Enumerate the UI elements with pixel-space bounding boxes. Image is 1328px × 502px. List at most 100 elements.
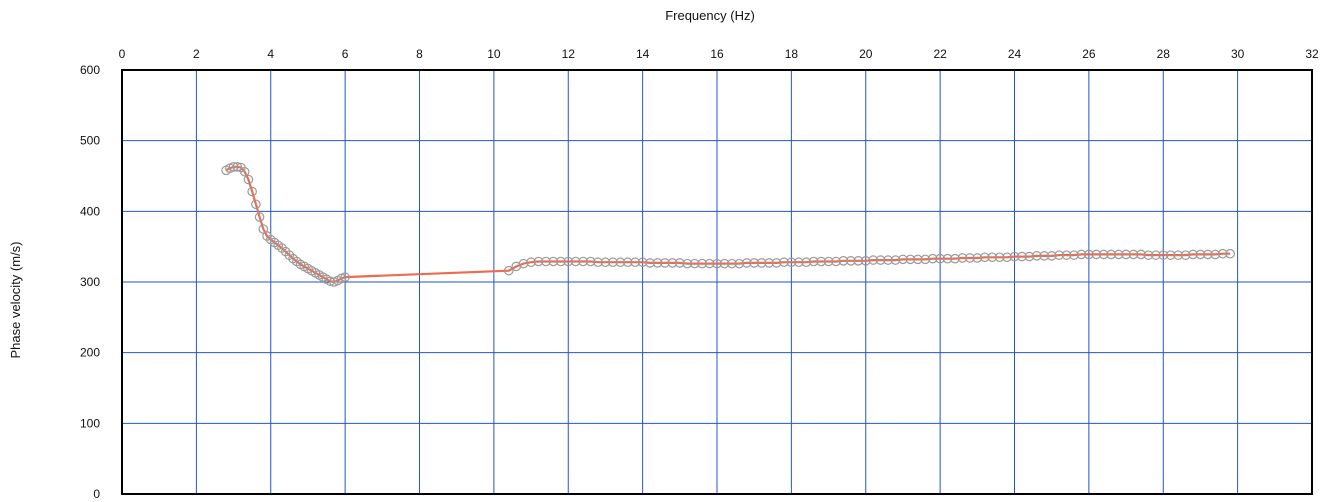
data-point [247, 186, 257, 197]
x-tick-label: 6 [342, 47, 349, 61]
data-point [913, 254, 923, 265]
y-tick-label: 0 [93, 487, 100, 501]
data-point [771, 258, 782, 268]
x-tick-labels: 0 2 4 6 8 10 12 14 16 18 20 22 24 26 28 30 32 [119, 47, 1319, 61]
data-point [1069, 250, 1079, 260]
data-point [645, 258, 655, 268]
y-tick-label: 400 [80, 204, 100, 218]
data-point [615, 257, 626, 268]
data-point [340, 272, 350, 282]
x-tick-label: 26 [1082, 47, 1096, 61]
x-tick-label: 20 [859, 47, 873, 61]
data-point [325, 276, 336, 287]
data-point [1121, 249, 1131, 260]
data-point [712, 258, 722, 269]
data-point [1046, 251, 1057, 261]
data-point [1017, 251, 1027, 262]
data-point [1136, 249, 1146, 260]
data-point [1009, 251, 1020, 262]
y-tick-label: 200 [80, 346, 100, 360]
y-tick-label: 600 [80, 63, 100, 77]
data-point [675, 258, 685, 268]
data-point [667, 258, 678, 268]
data-point [1128, 249, 1139, 260]
data-point [1076, 249, 1087, 260]
data-point [682, 258, 693, 269]
data-point [786, 257, 797, 268]
data-point [1143, 250, 1154, 260]
y-tick-label: 100 [80, 416, 100, 430]
data-point [1032, 251, 1042, 261]
data-point [533, 256, 544, 267]
x-tick-label: 22 [933, 47, 947, 61]
data-point [927, 253, 938, 264]
data-point [764, 258, 774, 268]
data-point [890, 255, 901, 265]
data-point [883, 255, 893, 265]
x-tick-label: 28 [1157, 47, 1171, 61]
x-tick-label: 4 [267, 47, 274, 61]
x-axis-label: Frequency (Hz) [665, 8, 755, 23]
x-tick-label: 12 [562, 47, 576, 61]
data-point [920, 254, 931, 265]
data-point [756, 258, 767, 268]
data-point [972, 253, 983, 263]
data-point [935, 253, 945, 264]
data-point [860, 255, 871, 266]
data-point [503, 265, 514, 276]
y-axis-label: Phase velocity (m/s) [8, 241, 23, 358]
data-point [1024, 251, 1035, 262]
y-tick-labels: 0 100 200 300 400 500 600 [80, 63, 100, 501]
data-point [1225, 248, 1235, 259]
y-tick-label: 500 [80, 134, 100, 148]
data-point [1210, 249, 1221, 260]
data-point [548, 256, 559, 267]
x-tick-label: 2 [193, 47, 200, 61]
x-tick-label: 16 [710, 47, 724, 61]
data-point [1039, 251, 1050, 261]
data-point [816, 256, 826, 267]
grid-lines [122, 70, 1312, 494]
data-point [593, 257, 603, 268]
x-tick-label: 10 [487, 47, 501, 61]
data-point [556, 256, 566, 267]
data-point [875, 255, 886, 265]
x-tick-label: 24 [1008, 47, 1022, 61]
data-point [1188, 249, 1198, 260]
data-point [1195, 249, 1206, 260]
data-point [1061, 250, 1072, 260]
data-point [823, 256, 834, 267]
data-point [853, 255, 864, 266]
x-tick-label: 18 [785, 47, 799, 61]
data-point [1180, 250, 1191, 260]
data-point [1113, 249, 1124, 260]
data-point [794, 257, 804, 268]
data-point [541, 256, 551, 267]
plot-frame [121, 69, 1313, 495]
data-point [563, 256, 574, 267]
data-point [801, 257, 812, 268]
data-point [1002, 252, 1012, 263]
data-point [232, 162, 243, 172]
data-point [239, 166, 250, 177]
data-point [689, 258, 700, 269]
data-point [987, 252, 997, 263]
data-point [957, 253, 968, 263]
data-point [979, 252, 990, 263]
data-point [251, 199, 261, 210]
data-point [570, 256, 581, 267]
data-point [727, 258, 737, 269]
data-point [994, 252, 1005, 263]
data-point [831, 256, 841, 267]
data-point [652, 258, 663, 268]
data-point [585, 256, 596, 267]
data-point [846, 255, 856, 266]
data-point [228, 162, 239, 172]
data-point [1106, 249, 1116, 260]
data-point [608, 257, 618, 268]
data-point [526, 257, 536, 268]
x-tick-label: 8 [416, 47, 423, 61]
data-point [637, 257, 648, 268]
data-point [518, 258, 529, 269]
data-point [697, 258, 707, 269]
